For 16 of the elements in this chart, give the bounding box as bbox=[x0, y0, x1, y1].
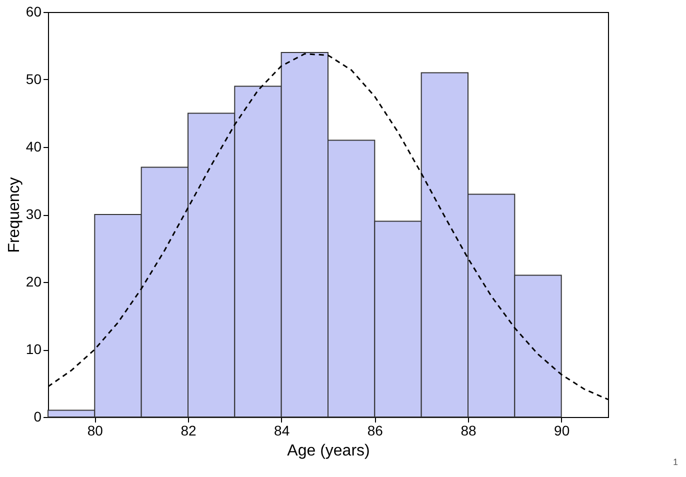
y-tick-label: 60 bbox=[26, 4, 42, 20]
x-tick-label: 84 bbox=[274, 422, 290, 438]
y-tick-label: 30 bbox=[26, 206, 42, 222]
x-tick-label: 82 bbox=[180, 422, 196, 438]
y-tick-label: 40 bbox=[26, 138, 42, 154]
x-tick-label: 80 bbox=[87, 422, 104, 438]
y-tick-label: 20 bbox=[26, 274, 42, 290]
y-tick-label: 50 bbox=[26, 71, 42, 87]
y-axis-title: Frequency bbox=[6, 177, 23, 253]
text: 1 bbox=[672, 457, 678, 467]
y-tick-label: 10 bbox=[26, 341, 42, 357]
y-tick-label: 0 bbox=[34, 408, 42, 424]
x-tick-label: 88 bbox=[460, 422, 476, 438]
x-tick-label: 90 bbox=[554, 422, 570, 438]
x-tick-label: 86 bbox=[367, 422, 384, 438]
x-axis-title: Age (years) bbox=[287, 442, 370, 460]
